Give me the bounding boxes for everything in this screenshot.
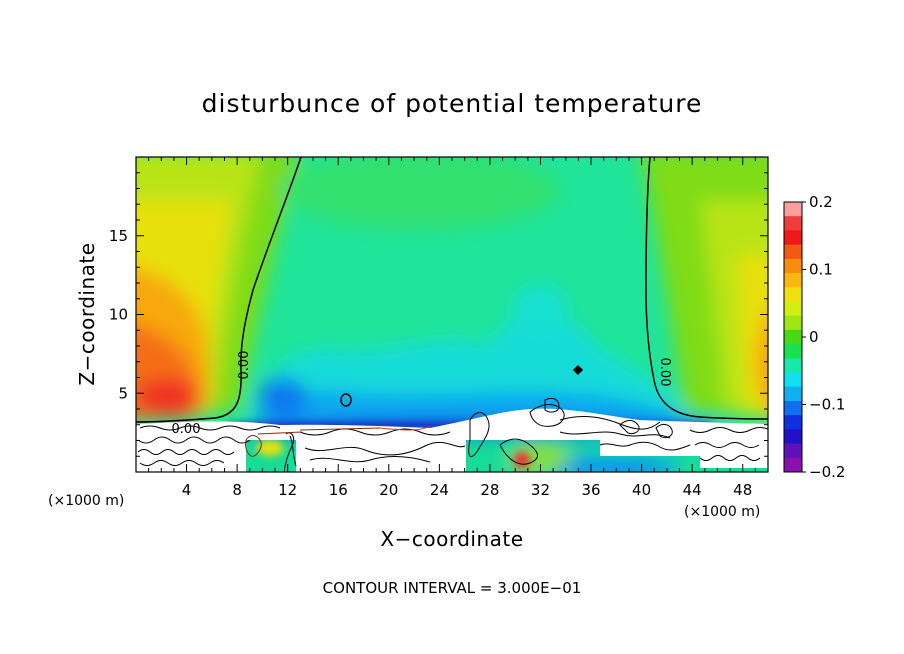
y-axis-label: Z−coordinate [75, 242, 99, 385]
contour-label-surface: 0.00 [172, 422, 201, 437]
x-tick-label: 32 [531, 481, 550, 499]
colorbar-swatch [784, 230, 802, 246]
contour-interval-note: CONTOUR INTERVAL = 3.000E−01 [323, 579, 582, 597]
colorbar-swatch [784, 344, 802, 359]
colorbar-swatch [784, 287, 802, 302]
colorbar-swatch [784, 329, 802, 345]
colorbar-tick-label: −0.2 [809, 463, 845, 481]
colorbar-swatch [784, 415, 802, 430]
colorbar-swatch [784, 216, 802, 231]
y-axis: 5 10 15 [109, 172, 768, 457]
contour-labels: 0.00 0.00 0.00 [172, 351, 672, 437]
colorbar-swatch [784, 315, 802, 331]
x-axis-label: X−coordinate [380, 527, 523, 551]
x-tick-label: 12 [278, 481, 297, 499]
x-tick-label: 28 [480, 481, 499, 499]
y-tick-label: 5 [118, 384, 128, 402]
x-tick-label: 48 [733, 481, 752, 499]
colorbar-tick-label: 0.2 [809, 193, 833, 211]
colorbar-tick-label: 0.1 [809, 261, 833, 279]
colorbar-tick-label: 0 [809, 328, 819, 346]
colorbar-swatch [784, 443, 802, 459]
x-tick-label: 40 [632, 481, 651, 499]
colorbar-tick-label: −0.1 [809, 396, 845, 414]
colorbar-swatch [784, 202, 802, 217]
colorbar-swatch [784, 358, 802, 374]
colorbar-swatch [784, 457, 802, 473]
x-tick-label: 4 [182, 481, 192, 499]
y-tick-label: 15 [109, 227, 128, 245]
colorbar-swatch [784, 244, 802, 260]
colorbar: 0.2 0.1 0 −0.1 −0.2 [783, 193, 845, 481]
x-tick-label: 20 [379, 481, 398, 499]
y-tick-label: 10 [109, 306, 128, 324]
colorbar-swatch [784, 301, 802, 317]
colorbar-swatch [784, 400, 802, 416]
x-tick-label: 16 [329, 481, 348, 499]
x-tick-label: 24 [430, 481, 449, 499]
colorbar-swatch [784, 273, 802, 288]
x-unit-label-left: (×1000 m) [48, 493, 124, 509]
x-tick-label: 44 [683, 481, 702, 499]
colorbar-swatch [784, 429, 802, 445]
x-tick-label: 36 [581, 481, 600, 499]
colorbar-swatch [784, 386, 802, 402]
colorbar-swatch [784, 372, 802, 388]
contour-label-left: 0.00 [237, 351, 252, 380]
contour-label-right: 0.00 [657, 358, 672, 387]
colorbar-swatch [784, 258, 802, 274]
x-axis: 4 8 12 16 20 24 28 32 36 40 44 48 [148, 157, 756, 499]
plot-area [136, 157, 768, 472]
x-unit-label-right: (×1000 m) [684, 504, 760, 520]
chart-title: disturbunce of potential temperature [202, 89, 703, 118]
x-tick-label: 8 [232, 481, 242, 499]
